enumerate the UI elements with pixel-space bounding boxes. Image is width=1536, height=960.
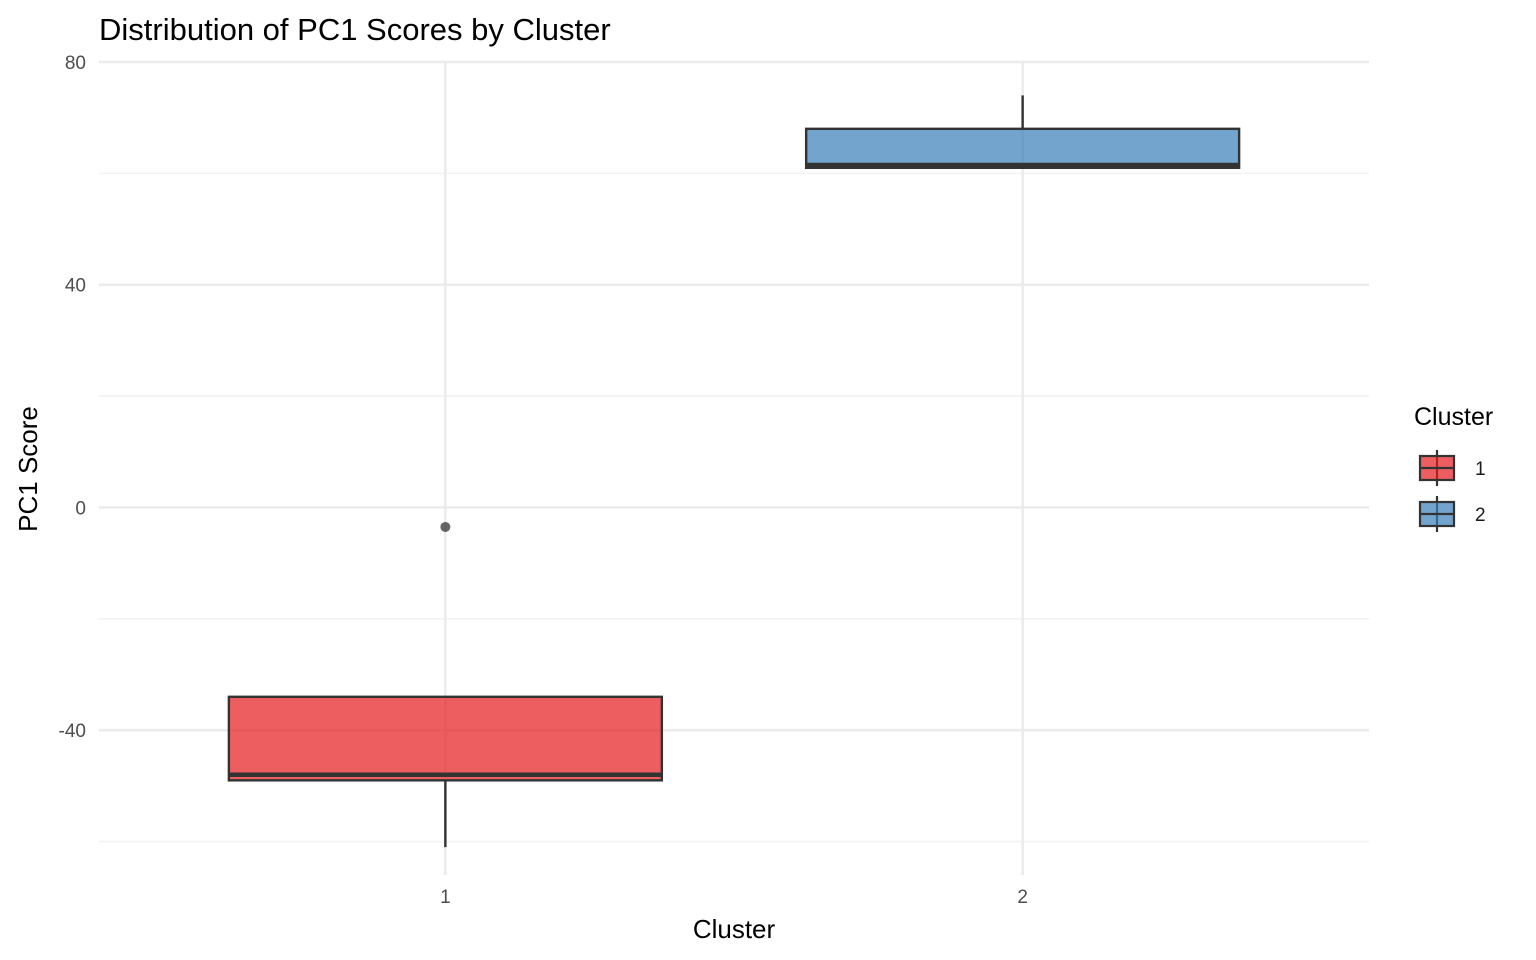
legend-label: 2	[1475, 505, 1486, 526]
y-tick-label: 80	[65, 53, 86, 74]
legend-items: 12	[1418, 450, 1486, 532]
x-axis-title: Cluster	[693, 914, 776, 944]
box	[804, 127, 1241, 170]
y-tick-label: 0	[75, 498, 86, 519]
x-tick-label: 2	[1017, 887, 1028, 908]
box-layer	[227, 95, 1241, 848]
x-tick-label: 1	[440, 887, 451, 908]
legend: Cluster 12	[1414, 403, 1493, 532]
box-group	[227, 521, 664, 848]
legend-item: 2	[1418, 496, 1486, 532]
legend-title: Cluster	[1414, 403, 1493, 431]
y-tick-label: 40	[65, 276, 86, 297]
box-group	[804, 95, 1241, 170]
outlier-point	[440, 521, 451, 532]
chart-title: Distribution of PC1 Scores by Cluster	[99, 12, 611, 47]
box	[227, 695, 664, 782]
y-tick-label: -40	[59, 721, 86, 742]
legend-item: 1	[1418, 450, 1486, 486]
y-axis-title: PC1 Score	[13, 406, 43, 532]
legend-label: 1	[1475, 459, 1486, 480]
tick-layer: -40 0 40 80 1 2	[59, 53, 1028, 908]
